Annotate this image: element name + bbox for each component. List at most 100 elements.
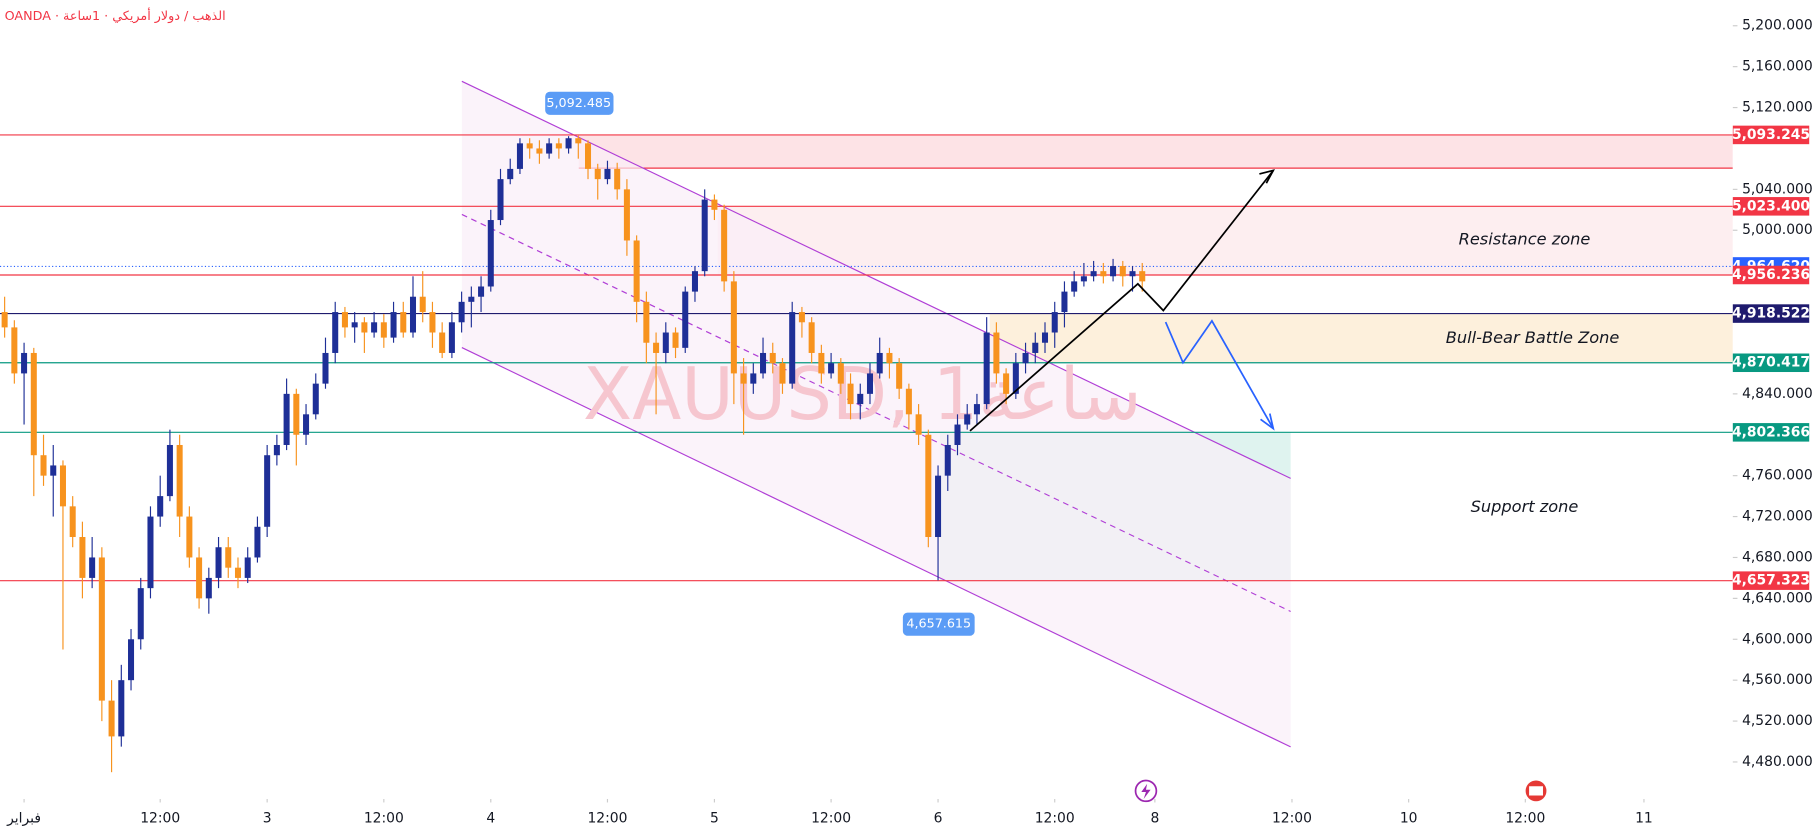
candle-body: [769, 352, 776, 364]
y-tick-label: 5,000.000: [1742, 222, 1813, 238]
callout: 5,092.485: [545, 91, 614, 115]
channel-upper: [461, 80, 1291, 479]
price-label-box: [1732, 353, 1810, 373]
candle-body: [1061, 291, 1068, 313]
candle-body: [1110, 266, 1117, 277]
candle-body: [1139, 271, 1146, 282]
price-label-box: [1732, 423, 1810, 442]
zone-label: Resistance zone: [1459, 229, 1591, 248]
candle-body: [361, 322, 368, 333]
x-tick-label: 12:00: [587, 811, 627, 827]
candle-body: [536, 148, 543, 154]
candle-body: [711, 199, 718, 210]
candle-body: [847, 383, 854, 405]
candle-body: [244, 557, 251, 578]
candle-body: [565, 138, 572, 149]
candle-body: [50, 465, 57, 476]
candle-body: [1129, 271, 1136, 277]
candle-body: [623, 189, 630, 241]
chart-title: OANDA · الذهب / دولار أمريكي · 1ساعة: [5, 7, 226, 24]
bear-path: [1164, 319, 1275, 430]
candle-body: [1003, 373, 1010, 394]
price-label-box: [1732, 304, 1810, 323]
candle-body: [740, 373, 747, 384]
candle-body: [886, 352, 893, 364]
event-icon-flag: [1529, 786, 1543, 796]
candle-body: [585, 143, 592, 169]
y-tick-label: 4,840.000: [1742, 386, 1813, 402]
battle-zone: [989, 313, 1733, 363]
y-tick-label: 4,760.000: [1742, 468, 1813, 484]
candle-body: [653, 342, 660, 353]
candle-body: [896, 363, 903, 389]
bull-arrow: [1259, 169, 1275, 184]
candle-body: [254, 526, 261, 558]
price-label: 5,093.245: [1732, 127, 1810, 143]
candle-body: [662, 332, 669, 353]
price-label-box: [1732, 571, 1810, 590]
callout-text: 5,092.485: [546, 96, 611, 111]
candle-body: [808, 322, 815, 353]
candle-body: [196, 557, 203, 599]
candle-body: [691, 271, 698, 292]
candle-body: [798, 312, 805, 323]
zone-label: Support zone: [1471, 497, 1579, 516]
candle-body: [954, 424, 961, 445]
candle-body: [701, 199, 708, 272]
candle-body: [303, 414, 310, 435]
candle-body: [828, 363, 835, 374]
candle-body: [186, 516, 193, 558]
x-tick-label: 12:00: [811, 811, 851, 827]
candle-body: [176, 444, 183, 517]
candle-body: [818, 352, 825, 374]
price-label: 4,918.522: [1732, 306, 1810, 322]
candle-body: [964, 414, 971, 425]
candle-body: [371, 322, 378, 333]
y-tick-label: 4,640.000: [1742, 590, 1813, 606]
price-axis: [1732, 0, 1815, 834]
candle-body: [283, 393, 290, 445]
price-label: 4,657.323: [1732, 573, 1810, 589]
candle-body: [604, 168, 611, 180]
candle-body: [11, 327, 18, 374]
candle-body: [546, 143, 553, 154]
candle-body: [487, 220, 494, 287]
candle-body: [837, 363, 844, 384]
candle-body: [973, 404, 980, 415]
candle-body: [322, 352, 329, 384]
candle-body: [944, 444, 951, 476]
candle-body: [672, 332, 679, 348]
candle-body: [468, 296, 475, 302]
y-tick-label: 4,560.000: [1742, 672, 1813, 688]
candle-body: [915, 414, 922, 435]
candle-body: [108, 700, 115, 737]
event-icon-bolt: [1141, 783, 1151, 799]
candle-body: [594, 168, 601, 180]
candle-body: [264, 455, 271, 527]
candle-body: [79, 537, 86, 578]
x-tick-label: 3: [263, 811, 272, 827]
y-tick-label: 4,520.000: [1742, 713, 1813, 729]
candle-body: [575, 138, 582, 144]
price-label: 4,956.236: [1732, 267, 1810, 283]
candle-body: [633, 240, 640, 302]
candle-body: [448, 322, 455, 353]
y-tick-label: 4,480.000: [1742, 754, 1813, 770]
channel-lower: [461, 347, 1291, 748]
candle-body: [332, 312, 339, 353]
x-tick-label: فبراير: [6, 811, 41, 827]
price-label-box: [1732, 197, 1810, 216]
candle-body: [1, 312, 8, 328]
candle-body: [273, 444, 280, 456]
candle-body: [555, 143, 562, 149]
candle-body: [205, 577, 212, 599]
candle-body: [789, 312, 796, 384]
candle-body: [390, 312, 397, 338]
y-tick-label: 5,040.000: [1742, 181, 1813, 197]
candle-body: [419, 296, 426, 313]
candle-body: [21, 352, 28, 374]
candle-body: [1041, 332, 1049, 343]
x-tick-label: 5: [710, 811, 719, 827]
candle-body: [478, 286, 485, 297]
